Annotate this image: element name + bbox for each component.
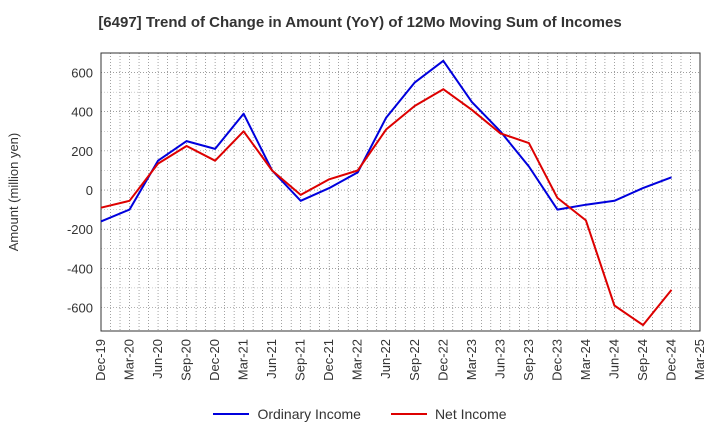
- y-tick-label: -600: [67, 301, 93, 316]
- x-tick-label: Jun-23: [492, 339, 507, 379]
- series-lines: [100, 59, 673, 327]
- x-tick-label: Jun-24: [606, 339, 621, 379]
- x-tick-label: Dec-23: [549, 339, 564, 381]
- x-tick-label: Mar-24: [578, 339, 593, 380]
- x-tick-label: Jun-20: [150, 339, 165, 379]
- series-line-ordinary-income: [100, 59, 672, 223]
- x-tick-label: Mar-21: [236, 339, 251, 380]
- y-axis-ticks: -600 -400 -200 0 200 400 600: [67, 66, 93, 316]
- x-tick-label: Dec-19: [93, 339, 108, 381]
- x-tick-label: Dec-24: [663, 339, 678, 381]
- x-tick-label: Dec-21: [321, 339, 336, 381]
- legend-label-ordinary-income: Ordinary Income: [257, 406, 361, 422]
- x-tick-label: Sep-23: [521, 339, 536, 381]
- x-tick-label: Dec-22: [435, 339, 450, 381]
- x-tick-label: Sep-20: [179, 339, 194, 381]
- y-tick-label: 0: [86, 183, 93, 198]
- plot-area-frame: [100, 52, 701, 332]
- legend: Ordinary Income Net Income: [0, 406, 720, 422]
- x-axis-ticks: Dec-19 Mar-20 Jun-20 Sep-20 Dec-20 Mar-21 Jun-…: [93, 339, 707, 381]
- y-tick-label: 600: [71, 66, 93, 81]
- x-tick-label: Mar-25: [692, 339, 707, 380]
- y-tick-label: -400: [67, 261, 93, 276]
- x-tick-label: Mar-20: [122, 339, 137, 380]
- chart-title: [6497] Trend of Change in Amount (YoY) o…: [98, 14, 622, 31]
- legend-item-ordinary-income: Ordinary Income: [213, 406, 361, 422]
- x-tick-label: Sep-24: [635, 339, 650, 381]
- x-tick-label: Sep-21: [293, 339, 308, 381]
- y-tick-label: 400: [71, 105, 93, 120]
- y-axis-label: Amount (million yen): [6, 133, 21, 252]
- series-line-net-income: [100, 88, 673, 327]
- legend-label-net-income: Net Income: [434, 406, 507, 422]
- x-tick-label: Jun-21: [264, 339, 279, 379]
- x-tick-label: Jun-22: [378, 339, 393, 379]
- x-tick-label: Sep-22: [407, 339, 422, 381]
- y-tick-label: 200: [71, 144, 93, 159]
- y-tick-label: -200: [67, 222, 93, 237]
- legend-swatch-ordinary-income: [213, 413, 250, 415]
- legend-item-net-income: Net Income: [390, 406, 507, 422]
- x-tick-label: Dec-20: [207, 339, 222, 381]
- x-tick-label: Mar-23: [464, 339, 479, 380]
- grid-lines: [100, 53, 700, 331]
- legend-swatch-net-income: [390, 413, 427, 415]
- x-tick-label: Mar-22: [350, 339, 365, 380]
